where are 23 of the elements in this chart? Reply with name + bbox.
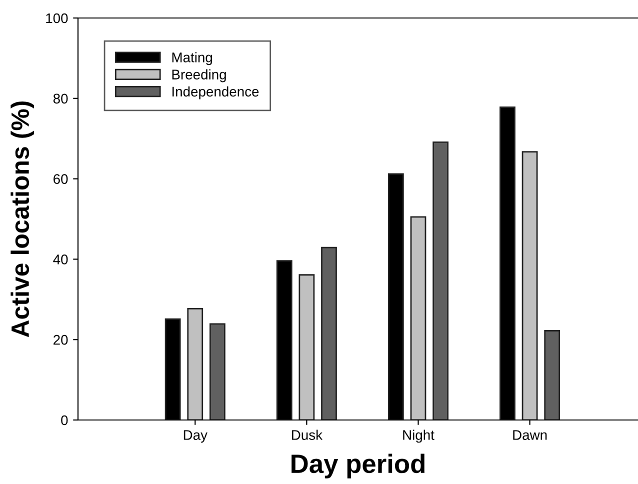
x-tick-label: Dusk	[292, 430, 323, 440]
bar	[321, 246, 337, 420]
bar	[432, 142, 448, 420]
x-tick-label: Day	[184, 430, 208, 443]
y-tick-label: 0	[61, 415, 68, 426]
y-tick-label: 100	[46, 13, 68, 24]
legend-label: Independence	[172, 86, 259, 100]
y-tick-label: 20	[54, 334, 68, 345]
bar	[298, 274, 315, 420]
bar	[209, 323, 226, 420]
bar	[410, 216, 426, 420]
legend-label: Mating	[172, 52, 212, 66]
legend-label: Breeding	[172, 69, 226, 82]
bar	[544, 330, 560, 420]
x-tick-label: Night	[403, 430, 434, 443]
y-axis-title: Active locations (%)	[10, 101, 34, 338]
bar	[187, 308, 204, 420]
y-tick-label: 80	[53, 94, 68, 104]
x-tick-label: Dawn	[513, 430, 547, 440]
bar	[522, 151, 538, 420]
y-tick-label: 40	[53, 254, 68, 264]
y-tick-label: 60	[54, 174, 68, 184]
x-axis-title: Day period	[292, 454, 424, 478]
